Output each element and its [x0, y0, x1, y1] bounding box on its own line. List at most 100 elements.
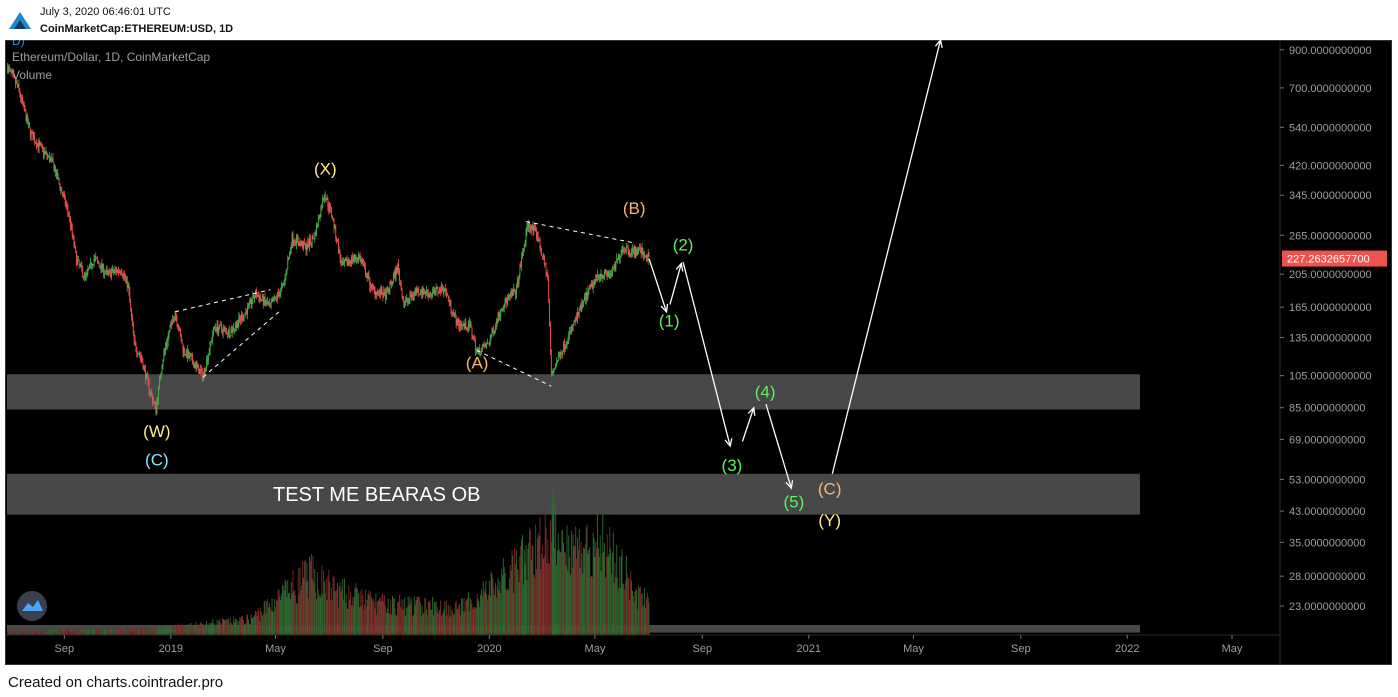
candle-body	[595, 274, 597, 280]
volume-bar	[382, 593, 384, 635]
candle-body	[66, 205, 68, 207]
candle-body	[104, 272, 106, 274]
volume-bar	[240, 618, 242, 635]
candle-body	[612, 267, 614, 269]
candle-body	[246, 311, 248, 315]
candle-body	[634, 246, 636, 256]
volume-bar	[561, 530, 563, 635]
volume-bar	[27, 630, 29, 635]
candle-body	[403, 300, 405, 307]
candle-body	[455, 316, 457, 326]
candle-body	[53, 162, 55, 172]
volume-bar	[385, 612, 387, 635]
candle-body	[511, 292, 513, 296]
volume-bar	[419, 602, 421, 635]
candle-body	[125, 277, 126, 279]
volume-bar	[618, 556, 620, 635]
candle-body	[220, 324, 221, 326]
volume-bar	[335, 591, 337, 635]
candle-body	[380, 289, 382, 296]
volume-bar	[62, 629, 64, 635]
volume-bar	[318, 596, 320, 635]
candle-body	[286, 269, 288, 275]
candle-body	[64, 196, 66, 205]
volume-bar	[138, 628, 140, 635]
candle-body	[553, 369, 555, 372]
volume-bar	[14, 632, 16, 635]
volume-bar	[55, 630, 57, 635]
volume-bar	[77, 631, 79, 635]
volume-bar	[586, 524, 588, 635]
candle-body	[145, 373, 147, 379]
candle-body	[575, 317, 577, 322]
candle-body	[282, 283, 283, 286]
time-tick-label: May	[265, 643, 286, 655]
volume-bar	[272, 611, 274, 635]
volume-bar	[403, 609, 405, 635]
volume-bar	[24, 630, 26, 635]
volume-bar	[558, 549, 560, 635]
wave-label: (C)	[145, 451, 169, 470]
volume-bar	[73, 631, 75, 635]
candle-body	[457, 319, 459, 323]
volume-bar	[274, 598, 276, 635]
tradingview-logo-icon[interactable]	[17, 591, 47, 621]
candle-body	[116, 269, 118, 273]
volume-bar	[413, 596, 415, 635]
candle-body	[166, 344, 167, 347]
volume-bar	[427, 601, 429, 635]
volume-bar	[7, 632, 9, 635]
candle-body	[306, 247, 308, 251]
volume-bar	[200, 621, 201, 635]
volume-bar	[581, 553, 583, 635]
candle-body	[582, 302, 584, 304]
projection-arrow-head	[747, 406, 756, 416]
candle-body	[464, 321, 466, 326]
projection-arrow-line	[648, 258, 668, 312]
candle-body	[397, 264, 399, 273]
volume-bar	[287, 579, 289, 635]
volume-bar	[415, 600, 417, 635]
candle-body	[364, 264, 365, 268]
volume-bar	[125, 631, 127, 635]
price-chart[interactable]: TEST ME BEARAS OB (W)(C)(X)(A)(B)(1)(2)(…	[5, 40, 1392, 665]
volume-bar	[232, 624, 234, 635]
volume-bar	[551, 498, 553, 635]
volume-bar	[200, 623, 202, 635]
candle-body	[402, 298, 404, 301]
volume-bar	[399, 607, 401, 635]
volume-bar	[90, 629, 92, 635]
volume-bar	[611, 552, 613, 635]
volume-bar	[519, 556, 521, 635]
volume-bar	[505, 588, 507, 635]
candle-body	[515, 291, 516, 296]
volume-bar	[110, 631, 112, 635]
candle-body	[176, 316, 178, 325]
candle-body	[43, 151, 45, 155]
candle-body	[467, 327, 468, 330]
volume-bar	[565, 565, 567, 635]
volume-bar	[611, 574, 612, 635]
candle-body	[643, 253, 645, 257]
candle-body	[633, 248, 635, 256]
volume-bar	[295, 595, 297, 635]
candle-body	[603, 275, 605, 277]
volume-bar	[201, 624, 203, 635]
volume-bar	[437, 607, 439, 635]
candle-body	[331, 215, 333, 219]
candle-body	[323, 198, 324, 200]
candle-body	[129, 291, 131, 302]
candle-body	[613, 263, 615, 268]
candle-body	[519, 265, 521, 276]
volume-bar	[494, 594, 496, 635]
series-title: Ethereum/Dollar, 1D, CoinMarketCap	[12, 50, 210, 64]
volume-bar	[393, 598, 395, 635]
candle-body	[463, 323, 465, 326]
candle-body	[285, 274, 287, 276]
volume-bar	[256, 615, 258, 635]
candle-body	[401, 288, 403, 299]
candle-body	[235, 322, 237, 327]
chart-panel[interactable]	[5, 40, 1392, 665]
volume-bar	[99, 628, 101, 635]
volume-bar	[636, 590, 638, 635]
